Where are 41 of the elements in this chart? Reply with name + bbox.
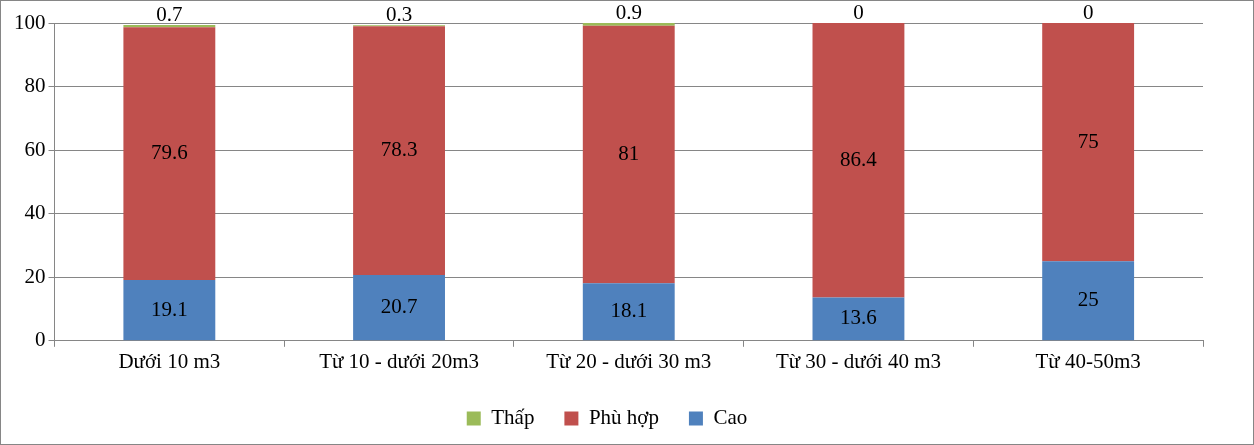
legend-label: Thấp bbox=[491, 405, 535, 430]
x-tick-label: Dưới 10 m3 bbox=[118, 348, 221, 373]
data-label: 20.7 bbox=[380, 294, 418, 319]
data-label: 13.6 bbox=[840, 305, 877, 330]
y-tick-label: 100 bbox=[14, 9, 46, 34]
bar bbox=[123, 280, 216, 341]
bar bbox=[812, 297, 905, 341]
data-label: 25 bbox=[1077, 287, 1099, 312]
data-label: 19.1 bbox=[150, 296, 188, 321]
bar bbox=[353, 26, 445, 276]
bar bbox=[582, 25, 675, 284]
bar bbox=[1042, 23, 1135, 262]
y-tick-label: 80 bbox=[24, 73, 46, 98]
x-tick-label: Từ 40-50m3 bbox=[1035, 348, 1141, 373]
bar bbox=[582, 23, 675, 26]
bar bbox=[353, 275, 445, 341]
x-tick-label: Từ 10 - dưới 20m3 bbox=[319, 348, 479, 373]
data-label: 78.3 bbox=[380, 137, 418, 162]
data-label: 75 bbox=[1077, 128, 1099, 153]
data-label: 0.7 bbox=[156, 1, 183, 26]
data-label: 0.3 bbox=[385, 2, 413, 27]
data-label: 86.4 bbox=[840, 146, 878, 171]
bar bbox=[812, 23, 905, 298]
data-label: 81 bbox=[618, 141, 640, 166]
legend-label: Cao bbox=[713, 405, 748, 430]
bar bbox=[123, 24, 216, 28]
data-label: 0.9 bbox=[615, 0, 642, 25]
data-label: 79.6 bbox=[150, 140, 188, 165]
data-label: 0 bbox=[1082, 0, 1094, 25]
bar bbox=[123, 27, 216, 281]
y-tick-label: 20 bbox=[24, 263, 46, 288]
data-label: 0 bbox=[853, 0, 864, 25]
y-tick-label: 40 bbox=[24, 200, 46, 225]
legend-label: Phù hợp bbox=[588, 405, 659, 430]
y-tick-label: 60 bbox=[24, 136, 46, 161]
bar bbox=[582, 283, 675, 341]
bar bbox=[1042, 261, 1135, 341]
data-label: 18.1 bbox=[610, 298, 648, 323]
y-tick-label: 0 bbox=[35, 327, 46, 352]
x-tick-label: Từ 30 - dưới 40 m3 bbox=[775, 348, 941, 373]
x-tick-label: Từ 20 - dưới 30 m3 bbox=[546, 348, 712, 373]
